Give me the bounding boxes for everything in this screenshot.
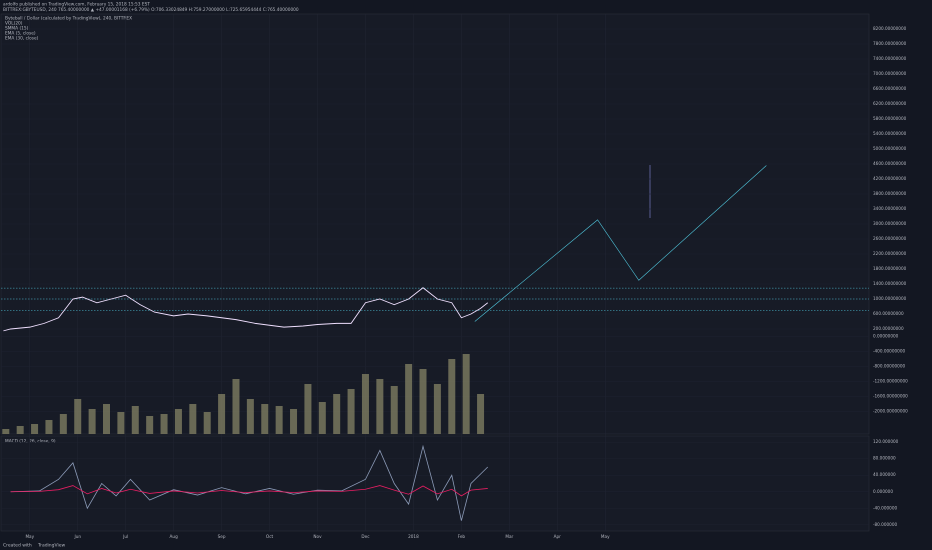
y-tick-label: -1600.00000000 — [873, 394, 908, 399]
macd-line — [10, 485, 488, 497]
x-tick-label: Jul — [122, 534, 128, 539]
volume-bar — [318, 402, 326, 434]
macd-title: MACD (12, 26, close, 9) — [5, 439, 56, 445]
y-tick-label: 8200.00000000 — [873, 26, 907, 31]
y-tick-label: 2200.00000000 — [873, 251, 907, 256]
y-tick-label: 7000.00000000 — [873, 71, 907, 76]
volume-bar — [290, 409, 298, 434]
y-tick-label: -1200.00000000 — [873, 379, 908, 384]
x-tick-label: Sep — [218, 534, 226, 539]
volume-bar — [232, 379, 240, 434]
y-tick-label: 3400.00000000 — [873, 206, 907, 211]
volume-bar — [261, 404, 269, 434]
volume-bar — [405, 364, 413, 434]
volume-bar — [146, 416, 154, 434]
y-tick-label: 0.00000000 — [873, 334, 899, 339]
y-tick-label: 3800.00000000 — [873, 191, 907, 196]
volume-bar — [333, 394, 341, 434]
volume-bar — [218, 394, 226, 434]
volume-bar — [419, 369, 427, 434]
y-tick-label: -800.00000000 — [873, 364, 905, 369]
y-tick-label: -40.000000 — [873, 505, 897, 510]
y-tick-label: 7800.00000000 — [873, 41, 907, 46]
x-tick-label: Feb — [458, 534, 466, 539]
y-tick-label: 5800.00000000 — [873, 116, 907, 121]
y-tick-label: 4600.00000000 — [873, 161, 907, 166]
volume-bar — [390, 386, 398, 434]
volume-bar — [31, 424, 39, 434]
volume-bar — [189, 404, 197, 434]
y-tick-label: 6600.00000000 — [873, 86, 907, 91]
y-tick-label: 120.000000 — [873, 439, 899, 444]
published: ardolfo published on TradingView.com, Fe… — [3, 2, 150, 8]
volume-bar — [131, 406, 139, 434]
y-tick-label: 5000.00000000 — [873, 146, 907, 151]
y-tick-label: 7400.00000000 — [873, 56, 907, 61]
x-tick-label: Jun — [73, 534, 81, 539]
volume-bar — [160, 414, 168, 434]
volume-bar — [88, 409, 96, 434]
volume-bar — [16, 426, 24, 434]
y-tick-label: 80.000000 — [873, 456, 896, 461]
x-tick-label: 2018 — [408, 534, 419, 539]
x-tick-label: Mar — [505, 534, 513, 539]
symbol-line: BITTREX:GBYTEUSD, 240 765.40000000 ▲ +47… — [3, 7, 299, 13]
volume-bar — [376, 379, 384, 434]
y-tick-label: 6200.00000000 — [873, 101, 907, 106]
price-line — [3, 287, 489, 332]
indicator-label: EMA (5, close) — [5, 31, 36, 37]
projection-line — [474, 165, 767, 322]
macd-line — [10, 444, 489, 521]
x-tick-label: Oct — [266, 534, 274, 539]
y-tick-label: 5400.00000000 — [873, 131, 907, 136]
x-tick-label: Apr — [554, 534, 562, 539]
y-tick-label: 4200.00000000 — [873, 176, 907, 181]
y-tick-label: 1800.00000000 — [873, 266, 907, 271]
volume-bar — [462, 354, 470, 434]
volume-bar — [2, 429, 10, 434]
volume-bar — [103, 404, 111, 434]
volume-bar — [59, 414, 67, 434]
y-tick-label: 600.00000000 — [873, 311, 904, 316]
volume-bar — [477, 394, 485, 434]
x-tick-label: Nov — [313, 534, 322, 539]
volume-bar — [45, 420, 53, 434]
volume-bar — [246, 399, 254, 434]
chart-title: Byteball / Dollar (calculated by Trading… — [5, 16, 132, 22]
volume-bar — [347, 389, 355, 434]
indicator-label: EMA (30, close) — [5, 36, 39, 42]
footer-created: Created with — [3, 543, 32, 549]
volume-bar — [117, 412, 125, 434]
y-tick-label: 2600.00000000 — [873, 236, 907, 241]
volume-bar — [448, 359, 456, 434]
y-tick-label: -400.00000000 — [873, 349, 905, 354]
y-tick-label: 200.00000000 — [873, 326, 904, 331]
volume-bar — [433, 384, 441, 434]
indicator-label: VOL(20) — [5, 21, 23, 27]
y-tick-label: 1000.00000000 — [873, 296, 907, 301]
x-tick-label: Aug — [170, 534, 179, 539]
volume-bar — [203, 412, 211, 434]
x-tick-label: May — [25, 534, 34, 539]
x-tick-label: May — [601, 534, 610, 539]
y-tick-label: 3000.00000000 — [873, 221, 907, 226]
x-tick-label: Dec — [361, 534, 370, 539]
footer-brand: TradingView — [37, 543, 66, 549]
indicator-label: SMMA (15) — [5, 26, 29, 32]
y-tick-label: 0.000000 — [873, 489, 893, 494]
volume-bar — [361, 374, 369, 434]
volume-bar — [174, 409, 182, 434]
volume-bar — [275, 406, 283, 434]
volume-bar — [304, 384, 312, 434]
macd-pane — [0, 435, 870, 532]
y-tick-label: 40.000000 — [873, 472, 896, 477]
y-tick-label: -80.000000 — [873, 522, 897, 527]
y-tick-label: -2000.00000000 — [873, 409, 908, 414]
volume-bar — [74, 399, 82, 434]
y-tick-label: 1400.00000000 — [873, 281, 907, 286]
